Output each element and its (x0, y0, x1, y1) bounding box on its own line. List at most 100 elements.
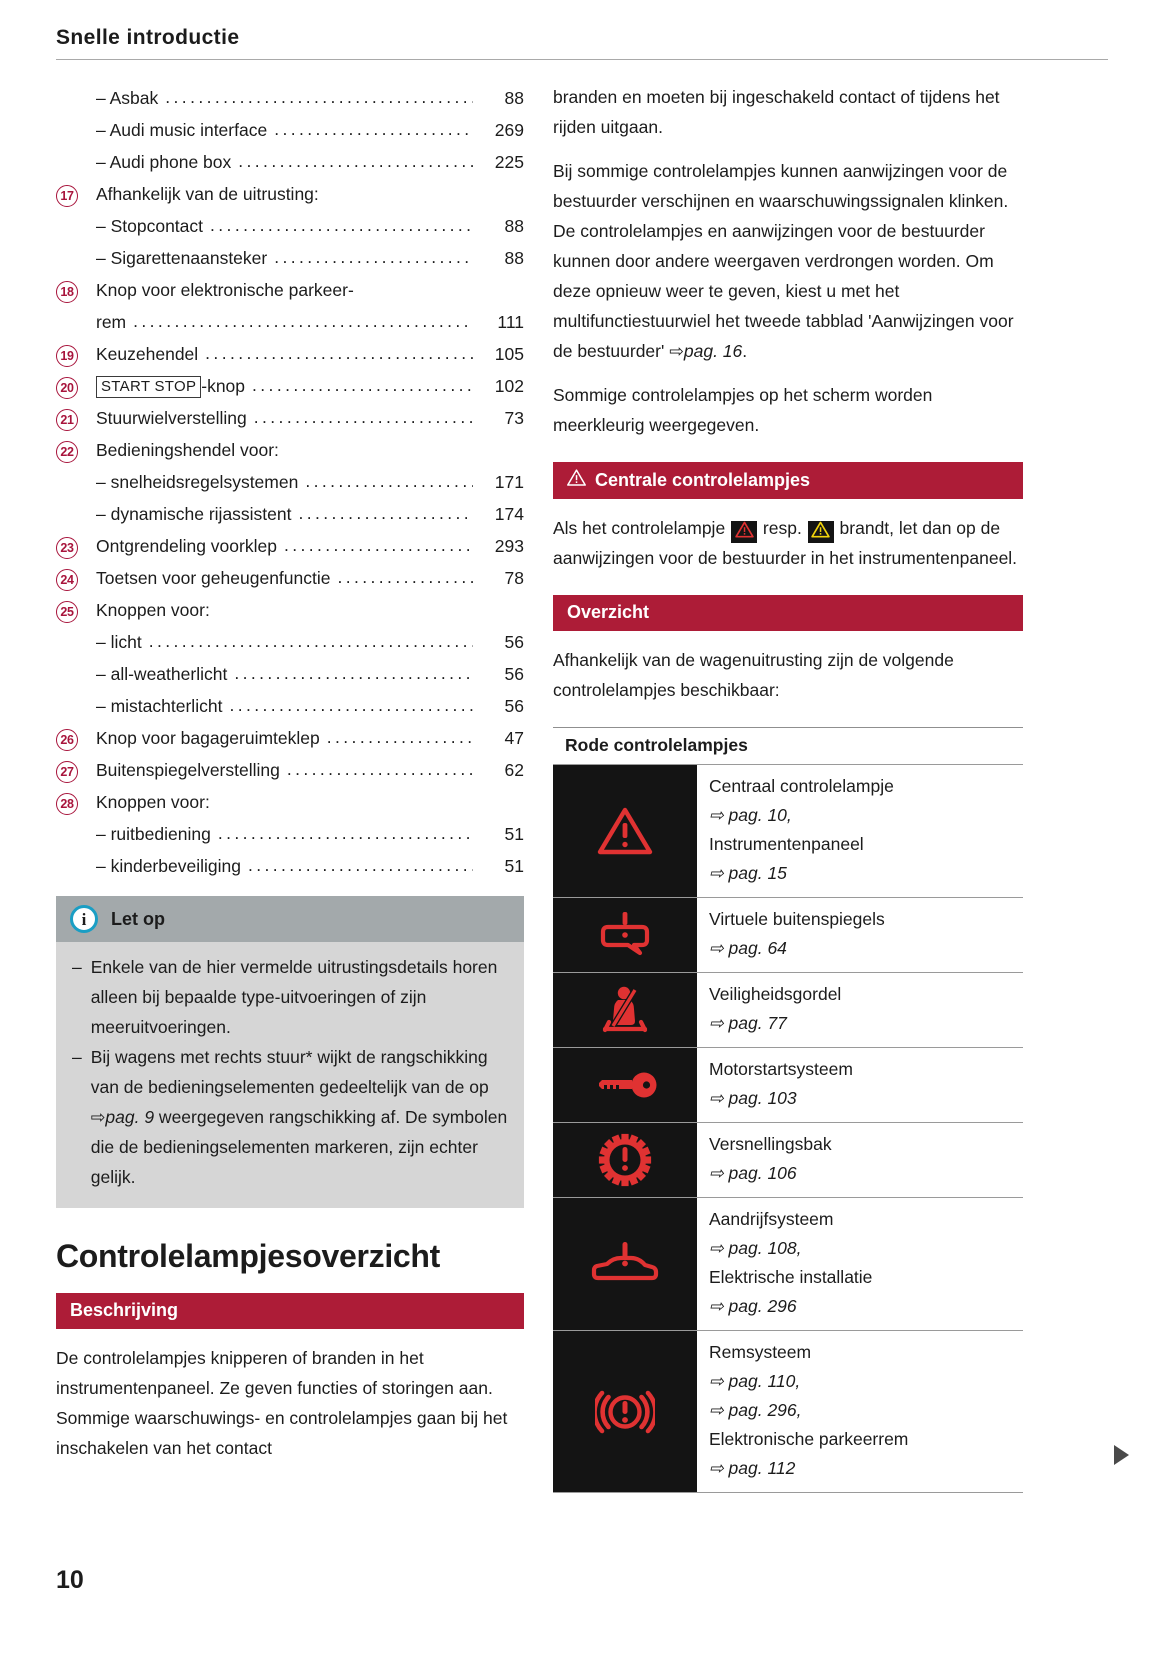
section-heading: Controlelampjesoverzicht (56, 1238, 441, 1274)
toc-row[interactable]: – all-weatherlicht......................… (56, 658, 524, 690)
table-cell-line: Instrumentenpaneel (709, 834, 864, 854)
table-cell-line: Remsysteem (709, 1342, 812, 1362)
toc-row[interactable]: 20 START STOP -knop.......................… (56, 370, 524, 402)
toc-row[interactable]: – mistachterlicht.......................… (56, 690, 524, 722)
table-cell-description: Motorstartsysteem ⇨ pag. 103 (697, 1048, 1023, 1122)
toc-item-number (56, 262, 96, 264)
toc-item-number (56, 838, 96, 840)
table-cell-description: Centraal controlelampje ⇨ pag. 10, Instrum… (697, 765, 1023, 897)
toc-row[interactable]: 25 Knoppen voor:.........................… (56, 594, 524, 626)
toc-row[interactable]: – Audi phone box........................… (56, 146, 524, 178)
toc-row[interactable]: 22 Bedieningshendel voor:................… (56, 434, 524, 466)
page-reference[interactable]: ⇨ pag. 77 (709, 1013, 787, 1033)
page-reference[interactable]: ⇨ pag. 64 (709, 938, 787, 958)
page-reference[interactable]: ⇨ pag. 108, (709, 1238, 802, 1258)
callout-number-badge: 21 (56, 409, 78, 432)
toc-item-body: – ruitbediening.........................… (96, 818, 524, 850)
toc-item-body: – snelheidsregelsystemen................… (96, 466, 524, 498)
toc-leader-dots: ........................................… (283, 535, 473, 555)
toc-item-label: Toetsen voor geheugenfunctie (96, 568, 331, 588)
toc-row[interactable]: 21 Stuurwielverstelling..................… (56, 402, 524, 434)
paragraph-3: Sommige controlelampjes op het scherm wo… (553, 385, 933, 435)
table-cell-description: Remsysteem ⇨ pag. 110, ⇨ pag. 296, Elektron… (697, 1331, 1023, 1492)
page-reference[interactable]: ⇨ pag. 103 (709, 1088, 797, 1108)
toc-leader-dots: ........................................… (210, 215, 473, 235)
toc-row[interactable]: – Asbak.................................… (56, 82, 524, 114)
toc-leader-dots: ........................................… (274, 247, 473, 267)
toc-item-number (56, 710, 96, 712)
toc-page-number: 73 (504, 408, 524, 428)
page-reference[interactable]: ⇨ pag. 106 (709, 1163, 797, 1183)
page-reference[interactable]: ⇨ pag. 15 (709, 863, 787, 883)
toc-leader-dots: ........................................… (238, 151, 473, 171)
note-text-pre: Bij wagens met rechts stuur* wijkt de ra… (90, 1047, 489, 1097)
table-row: Virtuele buitenspiegels ⇨ pag. 64 (553, 897, 1023, 972)
toc-leader-dots: ........................................… (326, 727, 473, 747)
toc-row[interactable]: 17 Afhankelijk van de uitrusting:........… (56, 178, 524, 210)
toc-row[interactable]: – dynamische rijassistent...............… (56, 498, 524, 530)
toc-page-number: 47 (504, 728, 524, 748)
table-row: Remsysteem ⇨ pag. 110, ⇨ pag. 296, Elektron… (553, 1330, 1023, 1493)
table-row: Versnellingsbak ⇨ pag. 106 (553, 1122, 1023, 1197)
page-reference[interactable]: ⇨ pag. 110, (709, 1371, 801, 1391)
page-reference[interactable]: ⇨ pag. 112 (709, 1458, 796, 1478)
toc-row[interactable]: – snelheidsregelsystemen................… (56, 466, 524, 498)
toc-item-label: Knop voor bagageruimteklep (96, 728, 320, 748)
table-cell-line: Veiligheidsgordel (709, 984, 842, 1004)
toc-page-number: 51 (504, 824, 524, 844)
toc-item-body: START STOP -knop.........................… (96, 370, 524, 402)
page-reference[interactable]: ⇨pag. 16 (669, 341, 743, 361)
table-cell-description: Virtuele buitenspiegels ⇨ pag. 64 (697, 898, 1023, 972)
toc-item-number (56, 134, 96, 136)
page-reference[interactable]: ⇨ pag. 296, (709, 1400, 802, 1420)
toc-item-label: Knoppen voor: (96, 600, 210, 620)
paragraph-2-pre: Bij sommige controlelampjes kunnen aanwi… (553, 161, 1014, 361)
page-reference[interactable]: ⇨ pag. 296 (709, 1296, 797, 1316)
toc-row[interactable]: 27 Buitenspiegelverstelling..............… (56, 754, 524, 786)
toc-row[interactable]: rem.....................................… (56, 306, 524, 338)
table-cell-line: Versnellingsbak (709, 1134, 832, 1154)
callout-number-badge: 24 (56, 569, 78, 592)
next-page-arrow-icon[interactable] (1114, 1445, 1129, 1465)
yellow-warning-triangle-icon (807, 521, 834, 543)
toc-item-body: Afhankelijk van de uitrusting:..........… (96, 178, 524, 210)
toc-row[interactable]: – kinderbeveiliging.....................… (56, 850, 524, 882)
toc-row[interactable]: 19 Keuzehendel...........................… (56, 338, 524, 370)
callout-number-badge: 28 (56, 793, 78, 816)
toc-leader-dots: ........................................… (252, 375, 473, 395)
toc-row[interactable]: – Sigarettenaansteker...................… (56, 242, 524, 274)
toc-page-number: 225 (494, 152, 524, 172)
toc-leader-dots: ........................................… (165, 87, 473, 107)
toc-item-body: – mistachterlicht.......................… (96, 690, 524, 722)
table-cell-line: Aandrijfsysteem (709, 1209, 834, 1229)
warning-triangle-icon (567, 469, 586, 491)
toc-row[interactable]: 18 Knop voor elektronische parkeer-......… (56, 274, 524, 306)
toc-item-body: Knoppen voor:...........................… (96, 594, 524, 626)
toc-item-number: 23 (56, 535, 96, 560)
page-reference[interactable]: ⇨ pag. 10, (709, 805, 792, 825)
toc-row[interactable]: – ruitbediening.........................… (56, 818, 524, 850)
paragraph-2-post: . (742, 341, 748, 361)
paragraph-1: branden en moeten bij ingeschakeld conta… (553, 87, 1000, 137)
note-item: – Enkele van de hier vermelde uitrusting… (72, 952, 508, 1042)
toc-page-number: 293 (494, 536, 524, 556)
toc-row[interactable]: – Stopcontact...........................… (56, 210, 524, 242)
right-column: branden en moeten bij ingeschakeld conta… (553, 82, 1023, 1493)
toc-row[interactable]: 23 Ontgrendeling voorklep................… (56, 530, 524, 562)
toc-row[interactable]: 24 Toetsen voor geheugenfunctie..........… (56, 562, 524, 594)
warning-triangle-icon (553, 765, 697, 897)
toc-row[interactable]: – Audi music interface..................… (56, 114, 524, 146)
toc-item-number: 22 (56, 439, 96, 464)
toc-item-number (56, 870, 96, 872)
table-cell-line: Centraal controlelampje (709, 776, 894, 796)
table-row: Veiligheidsgordel ⇨ pag. 77 (553, 972, 1023, 1047)
left-column: – Asbak.................................… (56, 82, 524, 1463)
toc-row[interactable]: 26 Knop voor bagageruimteklep............… (56, 722, 524, 754)
toc-item-number (56, 518, 96, 520)
red-warning-triangle-icon (731, 521, 758, 543)
page-reference[interactable]: ⇨pag. 9 (90, 1107, 155, 1127)
toc-row[interactable]: – licht.................................… (56, 626, 524, 658)
table-cell-description: Aandrijfsysteem ⇨ pag. 108, Elektrische in… (697, 1198, 1023, 1330)
toc-row[interactable]: 28 Knoppen voor:.........................… (56, 786, 524, 818)
